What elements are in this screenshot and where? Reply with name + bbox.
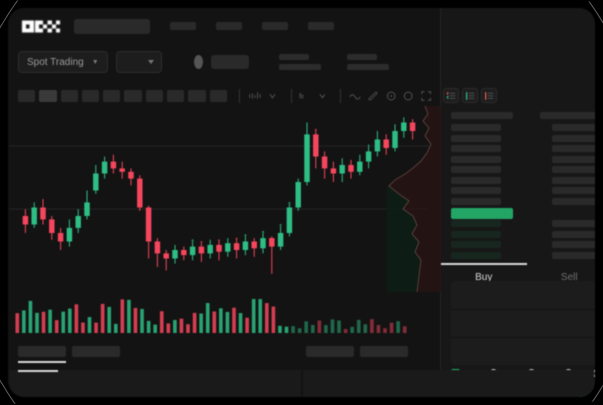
svg-text:fx: fx: [299, 92, 304, 101]
